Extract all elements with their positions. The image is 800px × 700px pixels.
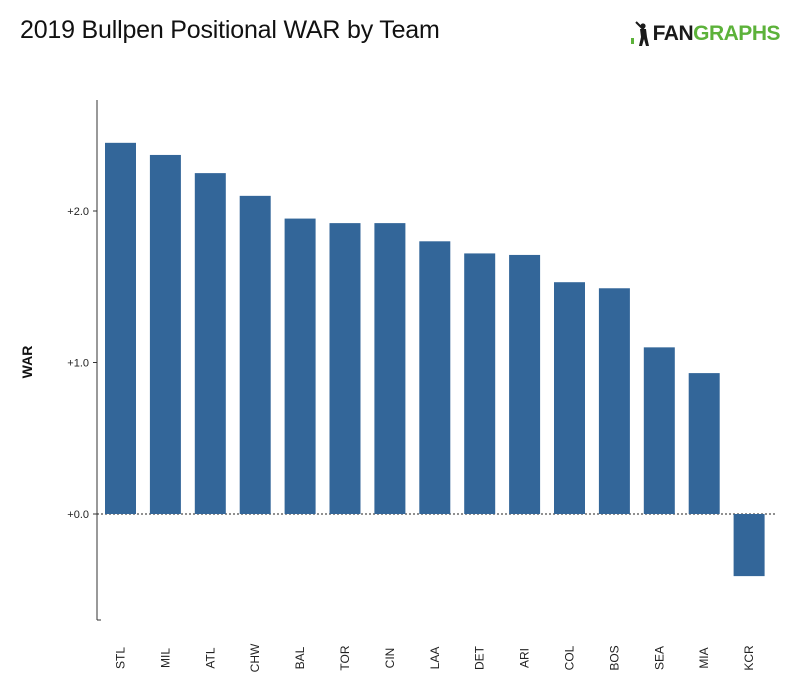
x-tick-label: SEA (652, 646, 666, 670)
x-tick-label: BOS (607, 645, 621, 670)
batter-icon (630, 21, 649, 46)
x-tick-label: LAA (428, 647, 442, 670)
x-labels-group: STL MIL ATL CHW BAL TOR CIN LAA DET ARI COL BOS SEA M… (114, 643, 757, 672)
bar-chw (239, 195, 271, 514)
bar-cin (374, 223, 406, 514)
x-tick-label: MIL (158, 648, 172, 668)
bar-mil (149, 154, 181, 514)
bar-det (464, 253, 496, 515)
y-tick-label: +1.0 (67, 358, 89, 370)
y-tick-label: +0.0 (67, 509, 89, 521)
x-tick-label: STL (114, 647, 128, 669)
x-tick-label: TOR (338, 645, 352, 670)
bar-bos (598, 288, 630, 514)
bar-tor (329, 223, 361, 514)
x-tick-label: KCR (742, 645, 756, 671)
bar-ari (509, 254, 541, 514)
bar-laa (419, 241, 451, 515)
y-axis-label: WAR (19, 346, 35, 379)
x-tick-label: ARI (518, 648, 532, 668)
x-tick-label: CIN (383, 648, 397, 669)
logo-text-fan: FAN (652, 22, 694, 45)
bar-bal (284, 218, 316, 514)
fangraphs-logo: FAN GRAPHS (630, 20, 780, 48)
bar-col (554, 282, 585, 514)
chart-title: 2019 Bullpen Positional WAR by Team (20, 16, 440, 44)
bar-kcr (733, 514, 765, 577)
bar-sea (643, 347, 675, 514)
bar-mia (688, 373, 720, 514)
x-tick-label: CHW (248, 643, 262, 672)
y-ticks-group: +0.0 +1.0 +2.0 (67, 206, 97, 521)
x-tick-label: DET (473, 645, 487, 670)
y-tick-label: +2.0 (67, 206, 89, 218)
x-tick-label: BAL (293, 646, 307, 669)
bars-group (105, 142, 765, 577)
bar-atl (194, 173, 226, 514)
x-tick-label: MIA (697, 647, 711, 668)
x-tick-label: ATL (203, 647, 217, 668)
logo-text-graphs: GRAPHS (693, 22, 780, 45)
bar-stl (105, 142, 136, 514)
x-tick-label: COL (563, 645, 577, 670)
